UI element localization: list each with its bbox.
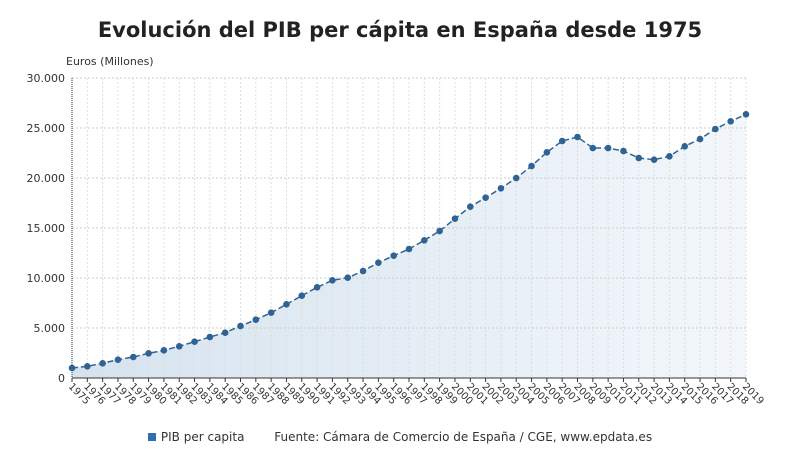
data-point — [175, 343, 183, 350]
data-point — [313, 284, 321, 291]
data-point — [543, 149, 551, 156]
chart-title: Evolución del PIB per cápita en España d… — [97, 18, 703, 42]
data-point — [604, 144, 612, 152]
data-point — [696, 135, 704, 143]
data-point — [574, 133, 581, 141]
data-point — [482, 194, 489, 201]
data-point — [405, 245, 413, 253]
y-tick-label: 0 — [58, 372, 65, 385]
y-tick-label: 25.000 — [27, 122, 66, 135]
data-point — [727, 118, 734, 125]
legend-label: PIB per capita — [160, 430, 245, 444]
data-point — [145, 350, 152, 357]
data-point — [191, 338, 198, 346]
data-point — [650, 156, 658, 163]
data-point — [497, 185, 505, 192]
data-point — [298, 292, 306, 300]
data-point — [390, 252, 397, 259]
y-tick-label: 5.000 — [34, 322, 66, 335]
source-text: Fuente: Cámara de Comercio de España / C… — [274, 430, 653, 444]
data-point — [558, 137, 566, 145]
data-point — [68, 364, 76, 372]
data-point — [283, 301, 290, 308]
data-point — [635, 154, 643, 162]
data-point — [221, 329, 229, 337]
data-point — [620, 147, 627, 155]
y-tick-label: 30.000 — [27, 72, 66, 85]
data-point — [742, 111, 750, 118]
legend-swatch — [147, 433, 156, 441]
y-tick-label: 20.000 — [27, 172, 66, 185]
data-point — [589, 144, 597, 152]
data-point — [84, 363, 91, 370]
data-point — [160, 347, 168, 354]
data-point — [436, 227, 443, 235]
area-fill — [72, 114, 746, 379]
data-point — [252, 316, 260, 324]
data-point — [129, 353, 137, 361]
data-point — [359, 267, 367, 275]
data-point — [528, 162, 535, 170]
legend: PIB per capita Fuente: Cámara de Comerci… — [0, 430, 800, 444]
data-point — [681, 143, 689, 150]
data-point — [466, 203, 474, 210]
data-point — [114, 356, 122, 364]
y-tick-label: 10.000 — [27, 272, 66, 285]
data-point — [421, 237, 428, 244]
data-point — [99, 360, 106, 367]
data-point — [451, 215, 459, 222]
data-point — [267, 309, 275, 317]
data-point — [329, 277, 336, 284]
y-tick-label: 15.000 — [27, 222, 66, 235]
data-point — [712, 125, 719, 133]
data-point — [344, 274, 352, 282]
data-point — [666, 153, 673, 160]
data-point — [237, 322, 244, 330]
data-point — [375, 259, 382, 267]
y-axis-label: Euros (Millones) — [66, 55, 154, 68]
data-point — [206, 333, 214, 341]
data-point — [512, 174, 520, 182]
